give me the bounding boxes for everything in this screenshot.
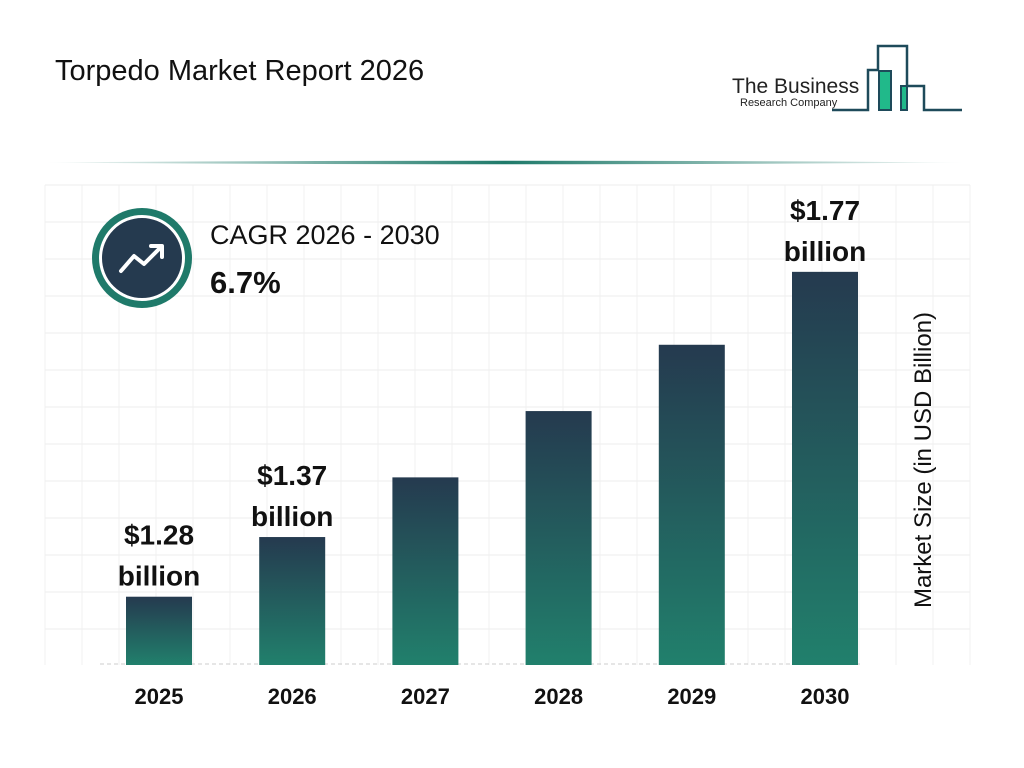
bar-2030 — [792, 271, 858, 665]
cagr-value: 6.7% — [210, 265, 281, 300]
data-label-unit: billion — [784, 236, 866, 267]
data-label: $1.77 — [790, 195, 860, 226]
y-axis-label: Market Size (in USD Billion) — [910, 311, 937, 609]
logo-line1: The Business — [732, 75, 859, 98]
page-title: Torpedo Market Report 2026 — [55, 55, 425, 87]
data-label: $1.37 — [257, 460, 327, 491]
company-logo: The Business Research Company — [732, 44, 962, 112]
bar-2029 — [658, 344, 725, 665]
bar-2025 — [126, 596, 192, 665]
x-tick-label: 2028 — [534, 684, 583, 709]
cagr-label: CAGR 2026 - 2030 — [210, 220, 440, 250]
x-tick-label: 2025 — [135, 684, 184, 709]
x-tick-label: 2030 — [801, 684, 850, 709]
bar-2028 — [525, 411, 592, 665]
x-tick-label: 2027 — [401, 684, 450, 709]
x-tick-label: 2029 — [667, 684, 716, 709]
logo-line2: Research Company — [740, 97, 838, 109]
cagr-badge — [92, 208, 192, 308]
x-tick-label: 2026 — [268, 684, 317, 709]
data-label-unit: billion — [251, 501, 333, 532]
bar-2026 — [259, 537, 326, 665]
data-label: $1.28 — [124, 520, 194, 551]
data-label-unit: billion — [118, 561, 200, 592]
trend-up-arrow-icon — [119, 244, 164, 273]
bar-2027 — [392, 477, 459, 665]
header-divider — [40, 160, 970, 165]
